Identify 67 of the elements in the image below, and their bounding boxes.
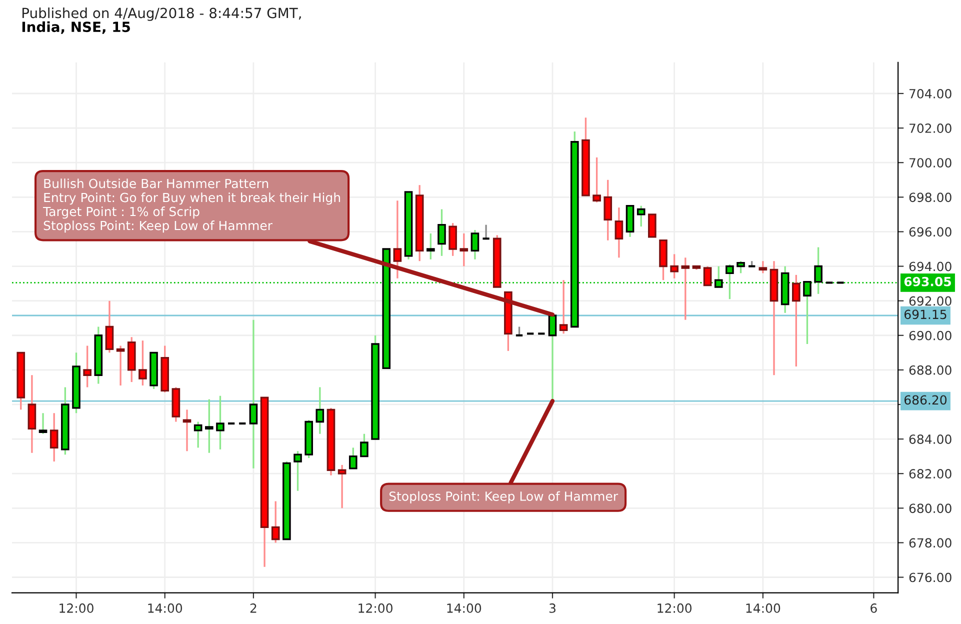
- candlestick: [205, 398, 214, 454]
- ref-line-label: 693.05: [904, 276, 951, 286]
- y-tick-label: 700.00: [909, 158, 952, 168]
- ref-line-label: 686.20: [904, 395, 947, 405]
- candlestick: [648, 214, 656, 238]
- candlestick: [438, 208, 446, 257]
- candlestick: [470, 229, 480, 260]
- candlestick: [703, 265, 712, 286]
- candlestick: [249, 318, 258, 470]
- candlestick: [216, 395, 224, 450]
- candlestick: [482, 224, 490, 240]
- y-tick-label: 694.00: [909, 262, 952, 272]
- y-tick-label: 678.00: [909, 538, 952, 548]
- candlestick: [316, 386, 324, 435]
- candlestick: [105, 300, 114, 354]
- ref-line-label: 691.15: [904, 310, 946, 320]
- y-tick-label: 696.00: [909, 227, 952, 237]
- annotation: Stoploss Point: Keep Low of Hammer: [389, 491, 618, 504]
- candlestick: [338, 464, 346, 509]
- text: Published on 4/Aug/2018 - 8:44:57 GMT,: [22, 7, 301, 21]
- candlestick: [271, 500, 280, 544]
- x-tick-label: 3: [549, 603, 556, 613]
- candlestick: [182, 408, 192, 452]
- x-tick-label: 6: [870, 603, 877, 613]
- candlestick: [670, 253, 678, 280]
- candlestick: [360, 433, 368, 458]
- candlestick: [426, 232, 435, 260]
- candlestick: [614, 206, 624, 258]
- y-tick-label: 692.00: [909, 296, 952, 306]
- annotation: Bullish Outside Bar Hammer Pattern Entry Point: Go for Buy when it break their High Target Point : 1% of Scrip Stoploss Point: Keep Low of Hammer: [42, 178, 340, 233]
- y-tick-label: 682.00: [909, 469, 952, 479]
- candlestick: [559, 279, 568, 334]
- candlestick: [294, 450, 302, 492]
- candlestick: [38, 412, 48, 435]
- y-tick-label: 690.00: [909, 330, 952, 340]
- x-tick-label: 14:00: [148, 603, 182, 613]
- candlestick: [50, 412, 58, 462]
- candlestick: [116, 344, 125, 386]
- y-tick-label: 680.00: [909, 504, 952, 514]
- candlestick: [348, 446, 358, 470]
- x-tick-label: 14:00: [447, 603, 482, 613]
- candlestick: [604, 179, 612, 242]
- y-tick-label: 684.00: [909, 434, 952, 444]
- y-tick-label: 688.00: [909, 365, 952, 375]
- x-tick-label: 12:00: [658, 603, 692, 613]
- candlestick: [83, 344, 92, 388]
- x-tick-label: 12:00: [60, 603, 94, 613]
- candlestick: [548, 314, 557, 402]
- candlestick: [460, 232, 468, 268]
- candlestick: [758, 260, 768, 274]
- candlestick: [138, 340, 147, 386]
- candlestick: [448, 222, 457, 257]
- chart-title: India, NSE, 15: [22, 21, 130, 34]
- candlestick: [636, 204, 646, 228]
- candlestick: [736, 260, 745, 274]
- x-tick-label: 2: [250, 603, 256, 613]
- candlestick: [393, 200, 402, 280]
- x-tick-label: 14:00: [746, 603, 780, 613]
- y-tick-label: 676.00: [909, 572, 952, 582]
- x-tick-label: 12:00: [358, 603, 392, 613]
- candlestick: [592, 156, 601, 204]
- y-tick-label: 698.00: [909, 192, 952, 202]
- candlestick: [792, 274, 800, 368]
- candlestick: [681, 256, 690, 321]
- y-tick-label: 704.00: [909, 88, 952, 98]
- candlestick: [194, 420, 202, 449]
- y-tick-label: 702.00: [909, 124, 952, 133]
